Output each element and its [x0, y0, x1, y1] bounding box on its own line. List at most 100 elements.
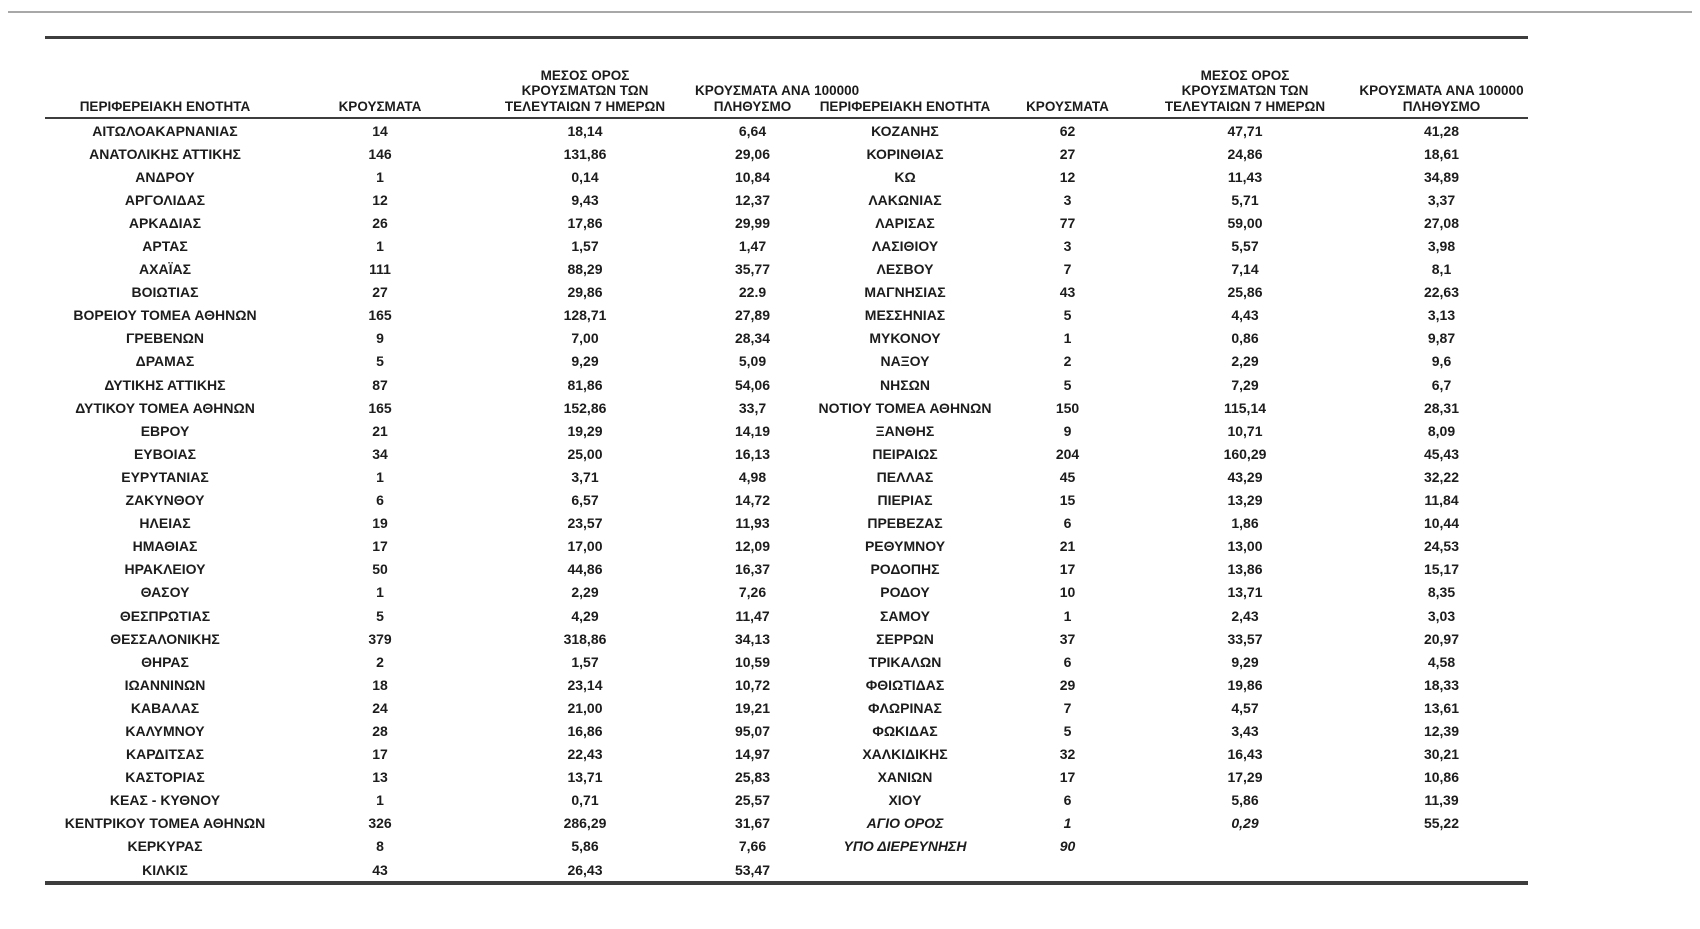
- cases-cell: 2: [376, 653, 384, 670]
- region-cell: ΑΡΓΟΛΙΔΑΣ: [124, 191, 206, 208]
- table-row: ΙΩΑΝΝΙΝΩΝ 18 23,14 10,72: [45, 673, 810, 696]
- region-cell: ΚΑΒΑΛΑΣ: [130, 699, 200, 716]
- per100k-cell: 16,37: [734, 561, 771, 578]
- table-row: ΘΕΣΠΡΩΤΙΑΣ 5 4,29 11,47: [45, 604, 810, 627]
- region-cell: ΜΕΣΣΗΝΙΑΣ: [864, 307, 946, 324]
- per100k-cell: 27,89: [734, 307, 771, 324]
- region-cell: ΠΕΙΡΑΙΩΣ: [872, 445, 938, 462]
- region-cell: ΒΟΡΕΙΟΥ ΤΟΜΕΑ ΑΘΗΝΩΝ: [73, 307, 257, 324]
- table-row: ΚΕΑΣ - ΚΥΘΝΟΥ 1 0,71 25,57: [45, 789, 810, 812]
- region-cell: ΑΙΤΩΛΟΑΚΑΡΝΑΝΙΑΣ: [92, 122, 238, 139]
- per100k-cell: 19,21: [734, 699, 771, 716]
- avg7-cell: 286,29: [563, 815, 607, 832]
- table-row: ΑΓΙΟ ΟΡΟΣ 1 0,29 55,22: [810, 812, 1528, 835]
- cases-cell: 326: [368, 815, 392, 832]
- table-row: ΑΙΤΩΛΟΑΚΑΡΝΑΝΙΑΣ 14 18,14 6,64: [45, 119, 810, 142]
- per100k-cell: 31,67: [734, 815, 771, 832]
- region-cell: ΠΕΛΛΑΣ: [876, 468, 934, 485]
- per100k-cell: 29,06: [734, 145, 771, 162]
- region-cell: ΛΑΡΙΣΑΣ: [875, 214, 935, 231]
- cases-cell: 17: [372, 538, 388, 555]
- per100k-cell: 12,39: [1423, 722, 1460, 739]
- table-row: ΕΥΡΥΤΑΝΙΑΣ 1 3,71 4,98: [45, 465, 810, 488]
- cases-cell: 6: [1063, 515, 1072, 532]
- table-row: ΝΗΣΩΝ 5 7,29 6,7: [810, 373, 1528, 396]
- avg7-cell: 33,57: [1227, 630, 1263, 647]
- region-cell: ΛΑΣΙΘΙΟΥ: [871, 238, 939, 255]
- column-header-region: ΠΕΡΙΦΕΡΕΙΑΚΗ ΕΝΟΤΗΤΑ: [819, 98, 991, 114]
- region-cell: ΡΟΔΟΥ: [880, 584, 930, 601]
- region-cell: ΑΝΑΤΟΛΙΚΗΣ ΑΤΤΙΚΗΣ: [89, 145, 241, 162]
- per100k-cell: 11,39: [1424, 792, 1459, 809]
- region-cell: ΝΗΣΩΝ: [880, 376, 930, 393]
- per100k-cell: 27,08: [1423, 214, 1460, 231]
- cases-cell: 77: [1059, 214, 1076, 231]
- per100k-cell: 53,47: [734, 861, 771, 878]
- avg7-cell: 9,43: [571, 191, 599, 208]
- avg7-cell: 10,71: [1227, 422, 1263, 439]
- table-row: ΓΡΕΒΕΝΩΝ 9 7,00 28,34: [45, 327, 810, 350]
- table-row: ΧΙΟΥ 6 5,86 11,39: [810, 789, 1528, 812]
- column-header-avg7: ΜΕΣΟΣ ΟΡΟΣ ΚΡΟΥΣΜΑΤΩΝ ΤΩΝ ΤΕΛΕΥΤΑΙΩΝ 7 ΗΜΕ…: [504, 67, 666, 114]
- table-row: ΠΕΛΛΑΣ 45 43,29 32,22: [810, 465, 1528, 488]
- table-row: ΚΑΡΔΙΤΣΑΣ 17 22,43 14,97: [45, 743, 810, 766]
- avg7-cell: 23,14: [567, 676, 603, 693]
- table-row: ΚΩ 12 11,43 34,89: [810, 165, 1528, 188]
- per100k-cell: 25,57: [734, 792, 771, 809]
- region-cell: ΧΑΛΚΙΔΙΚΗΣ: [862, 746, 948, 763]
- cases-cell: 26: [372, 214, 388, 231]
- region-cell: ΡΕΘΥΜΝΟΥ: [864, 538, 946, 555]
- avg7-cell: 24,86: [1227, 145, 1263, 162]
- avg7-cell: 1,86: [1231, 515, 1259, 532]
- cases-cell: 150: [1055, 399, 1080, 416]
- column-header-cases: ΚΡΟΥΣΜΑΤΑ: [1026, 98, 1109, 114]
- per100k-cell: 3,98: [1427, 238, 1456, 255]
- cases-cell: 5: [376, 353, 384, 370]
- table-row: ΑΝΔΡΟΥ 1 0,14 10,84: [45, 165, 810, 188]
- table-row: ΡΟΔΟΠΗΣ 17 13,86 15,17: [810, 558, 1528, 581]
- per100k-cell: 4,58: [1427, 653, 1456, 670]
- cases-cell: 1: [376, 584, 384, 601]
- table-row: ΦΛΩΡΙΝΑΣ 7 4,57 13,61: [810, 696, 1528, 719]
- avg7-cell: 9,29: [571, 353, 599, 370]
- table-row: ΕΒΡΟΥ 21 19,29 14,19: [45, 419, 810, 442]
- cases-cell: 6: [1063, 653, 1072, 670]
- table-row: ΚΕΡΚΥΡΑΣ 8 5,86 7,66: [45, 835, 810, 858]
- avg7-cell: 318,86: [563, 630, 607, 647]
- cases-cell: 1: [376, 468, 384, 485]
- per100k-cell: 45,43: [1423, 445, 1460, 462]
- cases-cell: 13: [372, 769, 388, 786]
- per100k-cell: 24,53: [1423, 538, 1460, 555]
- region-cell: ΜΥΚΟΝΟΥ: [869, 330, 941, 347]
- avg7-cell: 59,00: [1227, 214, 1263, 231]
- avg7-cell: 44,86: [567, 561, 603, 578]
- cases-cell: 379: [368, 630, 392, 647]
- table-row: ΠΙΕΡΙΑΣ 15 13,29 11,84: [810, 489, 1528, 512]
- per100k-cell: 4,98: [738, 468, 767, 485]
- avg7-cell: 5,57: [1231, 238, 1259, 255]
- cases-cell: 2: [1063, 353, 1072, 370]
- table-row: ΧΑΝΙΩΝ 17 17,29 10,86: [810, 766, 1528, 789]
- table-row: ΚΟΖΑΝΗΣ 62 47,71 41,28: [810, 119, 1528, 142]
- per100k-cell: 7,66: [738, 838, 767, 855]
- per100k-cell: 33,7: [738, 399, 767, 416]
- column-header-cases: ΚΡΟΥΣΜΑΤΑ: [338, 98, 422, 114]
- region-cell: ΘΗΡΑΣ: [141, 653, 189, 670]
- table-row: ΛΑΚΩΝΙΑΣ 3 5,71 3,37: [810, 188, 1528, 211]
- per100k-cell: 20,97: [1423, 630, 1460, 647]
- region-cell: ΘΑΣΟΥ: [140, 584, 190, 601]
- per100k-cell: 18,33: [1423, 676, 1460, 693]
- avg7-cell: 47,71: [1227, 122, 1263, 139]
- avg7-cell: 152,86: [563, 399, 607, 416]
- table-row: ΑΡΓΟΛΙΔΑΣ 12 9,43 12,37: [45, 188, 810, 211]
- per100k-cell: 6,7: [1431, 376, 1452, 393]
- avg7-cell: 17,29: [1227, 769, 1263, 786]
- column-header-per100k: ΚΡΟΥΣΜΑΤΑ ΑΝΑ 100000 ΠΛΗΘΥΣΜΟ: [1359, 83, 1524, 114]
- avg7-cell: 11,43: [1227, 168, 1263, 185]
- cases-cell: 1: [376, 168, 384, 185]
- avg7-cell: 2,29: [1231, 353, 1259, 370]
- avg7-cell: 88,29: [567, 261, 603, 278]
- table-row: ΜΥΚΟΝΟΥ 1 0,86 9,87: [810, 327, 1528, 350]
- table-row: ΑΡΚΑΔΙΑΣ 26 17,86 29,99: [45, 211, 810, 234]
- cases-cell: 15: [1059, 492, 1076, 509]
